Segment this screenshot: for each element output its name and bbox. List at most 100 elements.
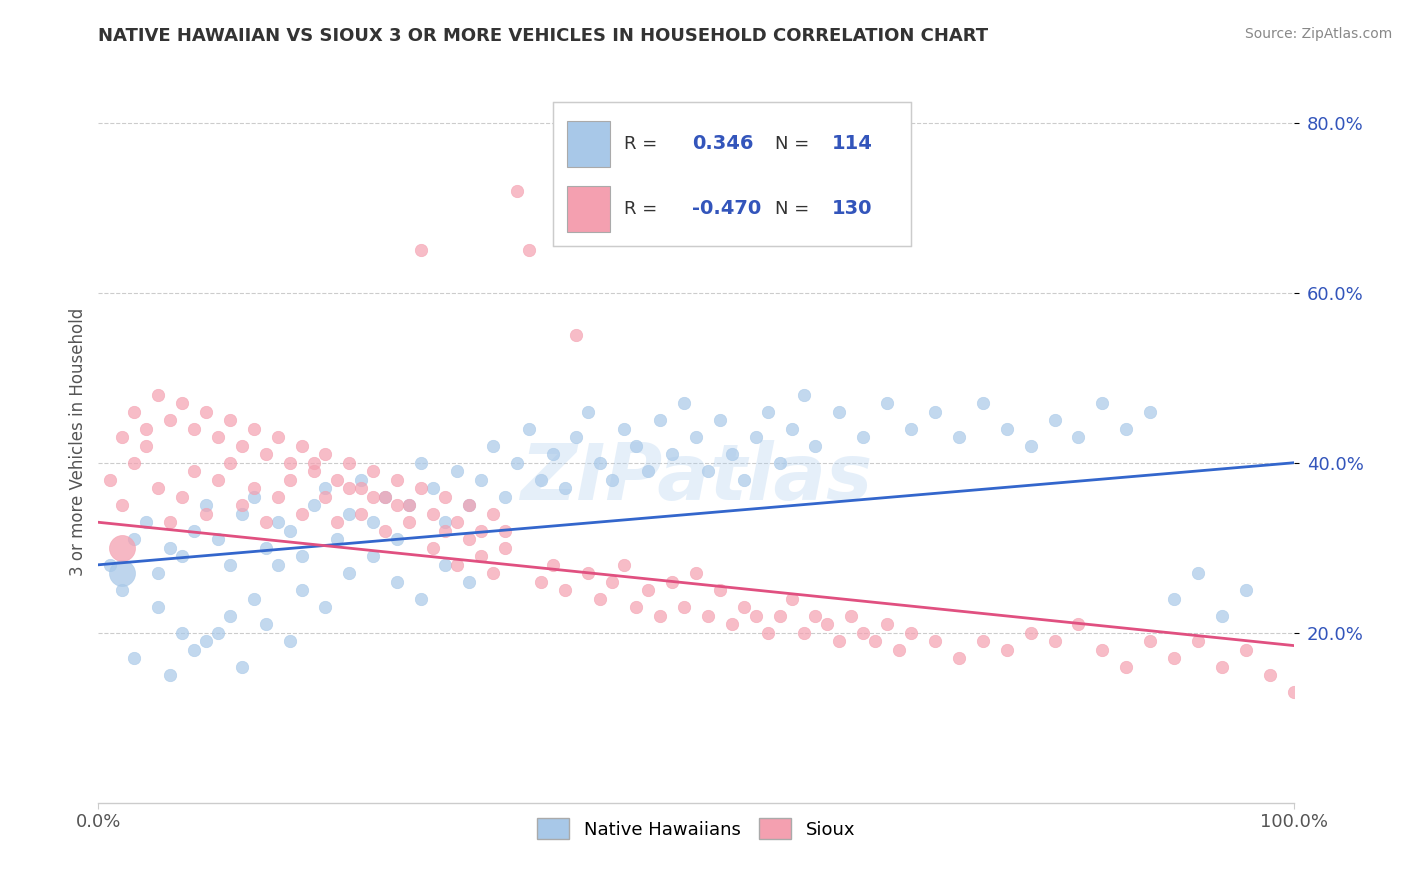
- Point: [411, 456, 433, 470]
- Point: [972, 634, 994, 648]
- Point: [124, 405, 146, 419]
- Point: [1234, 642, 1257, 657]
- Point: [804, 439, 827, 453]
- Point: [530, 473, 553, 487]
- Point: [315, 600, 337, 615]
- Point: [111, 541, 134, 555]
- Point: [948, 651, 970, 665]
- Point: [793, 625, 815, 640]
- Point: [243, 591, 266, 606]
- Point: [506, 184, 529, 198]
- Point: [1139, 634, 1161, 648]
- Point: [98, 473, 122, 487]
- Point: [159, 516, 181, 530]
- Point: [780, 591, 803, 606]
- Point: [195, 507, 218, 521]
- Point: [541, 447, 564, 461]
- Point: [565, 328, 588, 343]
- Text: ZIPatlas: ZIPatlas: [520, 440, 872, 516]
- Point: [219, 456, 242, 470]
- Point: [900, 625, 922, 640]
- Point: [482, 439, 505, 453]
- Point: [254, 617, 277, 632]
- Point: [554, 583, 576, 598]
- Point: [889, 642, 911, 657]
- Point: [385, 574, 409, 589]
- Point: [924, 634, 946, 648]
- Point: [326, 516, 349, 530]
- Point: [602, 574, 624, 589]
- Point: [339, 507, 361, 521]
- Point: [434, 524, 457, 538]
- Point: [506, 456, 529, 470]
- Point: [650, 608, 672, 623]
- Point: [374, 490, 396, 504]
- Point: [745, 608, 768, 623]
- Point: [1091, 396, 1114, 410]
- Point: [339, 481, 361, 495]
- Point: [195, 405, 218, 419]
- Point: [172, 625, 194, 640]
- Point: [339, 566, 361, 581]
- Point: [494, 524, 516, 538]
- Point: [231, 439, 253, 453]
- Point: [434, 558, 457, 572]
- Point: [411, 591, 433, 606]
- Point: [278, 634, 301, 648]
- Point: [733, 600, 755, 615]
- Point: [207, 430, 229, 444]
- Point: [159, 413, 181, 427]
- Point: [267, 490, 290, 504]
- Point: [828, 405, 851, 419]
- Point: [278, 473, 301, 487]
- Point: [231, 507, 253, 521]
- Point: [111, 583, 134, 598]
- Point: [326, 473, 349, 487]
- Point: [769, 456, 792, 470]
- Point: [98, 558, 122, 572]
- Point: [995, 642, 1018, 657]
- Point: [769, 608, 792, 623]
- Point: [135, 439, 157, 453]
- Point: [876, 396, 898, 410]
- Point: [446, 464, 468, 478]
- Point: [446, 516, 468, 530]
- Point: [637, 583, 659, 598]
- Point: [350, 507, 373, 521]
- Point: [565, 430, 588, 444]
- Point: [613, 422, 636, 436]
- Point: [231, 660, 253, 674]
- Point: [530, 574, 553, 589]
- Point: [697, 608, 720, 623]
- Point: [482, 566, 505, 581]
- Point: [697, 464, 720, 478]
- Point: [852, 625, 875, 640]
- Point: [398, 498, 420, 512]
- Point: [124, 533, 146, 547]
- Point: [363, 516, 385, 530]
- Point: [972, 396, 994, 410]
- Point: [172, 490, 194, 504]
- Point: [1067, 617, 1090, 632]
- Point: [207, 625, 229, 640]
- Y-axis label: 3 or more Vehicles in Household: 3 or more Vehicles in Household: [69, 308, 87, 575]
- Point: [804, 608, 827, 623]
- Point: [422, 481, 444, 495]
- Point: [135, 516, 157, 530]
- Point: [517, 422, 540, 436]
- Point: [385, 498, 409, 512]
- Point: [494, 490, 516, 504]
- Point: [482, 507, 505, 521]
- Point: [363, 549, 385, 564]
- Point: [650, 413, 672, 427]
- Point: [602, 473, 624, 487]
- Point: [434, 516, 457, 530]
- Point: [254, 447, 277, 461]
- Point: [733, 473, 755, 487]
- Point: [589, 456, 612, 470]
- Point: [374, 524, 396, 538]
- Point: [254, 516, 277, 530]
- Point: [148, 388, 170, 402]
- Point: [315, 490, 337, 504]
- Point: [172, 549, 194, 564]
